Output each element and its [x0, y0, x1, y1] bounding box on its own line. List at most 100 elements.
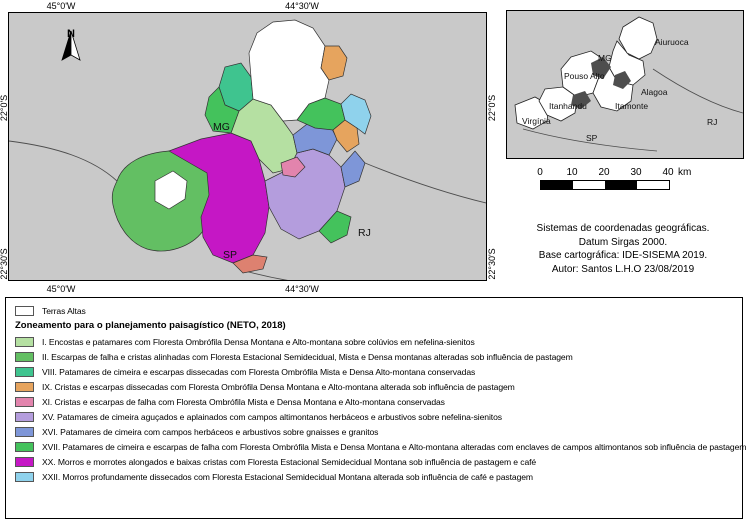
legend-swatch-zone-i: [15, 336, 34, 347]
graticule-lon-bottom-right: 44°30'W: [285, 284, 319, 294]
state-label-mg: MG: [213, 121, 230, 133]
credit-line-base-cartography: Base cartográfica: IDE-SISEMA 2019.: [538, 250, 708, 261]
inset-label-mg: MG: [598, 53, 612, 63]
scale-bar-ticks: 0 10 20 30 40 km: [536, 167, 706, 179]
zone-ix-polygon: [320, 45, 348, 81]
scale-bar-segments: [540, 180, 670, 190]
inset-label-sp: SP: [586, 133, 598, 143]
legend-swatch-zone-viii: [15, 366, 34, 377]
graticule-lat-left-top: 22°0'S: [0, 94, 9, 122]
municipality-virginia-polygon: [514, 96, 550, 130]
legend-row-zone-xxii: XXII. Morros profundamente dissecados co…: [15, 471, 733, 482]
legend-row-terras-altas: Terras Altas: [15, 305, 733, 316]
legend-swatch-zone-xv: [15, 411, 34, 422]
legend-label-zone-viii: VIII. Patamares de cimeira e escarpas di…: [42, 366, 476, 377]
legend-label-zone-xv: XV. Patamares de cimeira aguçados e apla…: [42, 411, 502, 422]
scale-tick: 10: [566, 167, 578, 178]
scale-segment: [573, 181, 605, 189]
legend-swatch-zone-ii: [15, 351, 34, 362]
municipality-aiuruoca-polygon: [618, 16, 658, 60]
legend-swatch-terras-altas: [15, 305, 34, 316]
inset-label-aiuruoca: Aiuruoca: [655, 37, 689, 47]
legend-row-zone-xvii: XVII. Patamares de cimeira e escarpas de…: [15, 441, 746, 452]
legend-row-zone-viii: VIII. Patamares de cimeira e escarpas di…: [15, 366, 733, 377]
state-boundary-line: [364, 162, 486, 204]
state-label-rj: RJ: [358, 227, 371, 239]
scale-tick: 40: [662, 167, 674, 178]
main-map-canvas: [9, 19, 486, 280]
legend-swatch-zone-xx: [15, 456, 34, 467]
inset-label-itamonte: Itamonte: [615, 101, 649, 111]
graticule-lon-bottom-left: 45°0'W: [46, 284, 76, 294]
graticule-lon-top-left: 45°0'W: [46, 1, 76, 11]
scale-segment: [637, 181, 669, 189]
scale-tick: 20: [598, 167, 610, 178]
zone-xi-polygon: [280, 156, 306, 178]
scale-bar: 0 10 20 30 40 km: [536, 167, 706, 193]
graticule-lat-right-bottom: 22°30'S: [487, 248, 497, 280]
inset-label-itanhandu: Itanhandu: [549, 101, 587, 111]
north-arrow-left-half: [61, 30, 72, 61]
zone-salmon-polygon: [232, 254, 268, 274]
legend-label-zone-ii: II. Escarpas de falha e cristas alinhada…: [42, 351, 573, 362]
legend-label-zone-ix: IX. Cristas e escarpas dissecadas com Fl…: [42, 381, 515, 392]
legend-row-zone-i: I. Encostas e patamares com Floresta Omb…: [15, 336, 733, 347]
state-label-sp: SP: [223, 249, 238, 261]
legend-label-zone-xxii: XXII. Morros profundamente dissecados co…: [42, 471, 533, 482]
legend-swatch-zone-xi: [15, 396, 34, 407]
credit-line-coordinate-system: Sistemas de coordenadas geográficas.: [536, 223, 710, 234]
inset-dark-zone-polygon: [571, 91, 591, 109]
legend-label-terras-altas: Terras Altas: [42, 305, 86, 316]
inset-label-pouso-alto: Pouso Alto: [564, 71, 605, 81]
inset-dark-zone-polygon: [591, 57, 611, 79]
north-arrow-right-half: [70, 30, 81, 61]
legend-swatch-zone-xvii: [15, 441, 34, 452]
legend-label-zone-xvi: XVI. Patamares de cimeira com campos her…: [42, 426, 379, 437]
scale-segment: [541, 181, 573, 189]
graticule-lat-left-bottom: 22°30'S: [0, 248, 9, 280]
scale-segment: [605, 181, 637, 189]
legend-swatch-zone-xxii: [15, 471, 34, 482]
legend-row-zone-ix: IX. Cristas e escarpas dissecadas com Fl…: [15, 381, 733, 392]
legend-swatch-zone-ix: [15, 381, 34, 392]
north-arrow-icon: [61, 30, 81, 61]
north-arrow: N: [59, 29, 83, 61]
scale-unit-label: km: [678, 167, 692, 178]
legend-label-zone-i: I. Encostas e patamares com Floresta Omb…: [42, 336, 475, 347]
graticule-lat-right-top: 22°0'S: [487, 94, 497, 122]
scale-tick: 0: [537, 167, 543, 178]
zone-xxii-polygon: [340, 93, 372, 135]
inset-label-alagoa: Alagoa: [641, 87, 668, 97]
credit-line-author: Autor: Santos L.H.O 23/08/2019: [551, 263, 695, 275]
state-boundary-line: [244, 270, 289, 280]
inset-state-boundary-line: [522, 128, 658, 152]
map-credits: Sistemas de coordenadas geográficas. Dat…: [498, 222, 748, 276]
legend-row-zone-xv: XV. Patamares de cimeira aguçados e apla…: [15, 411, 733, 422]
legend-row-zone-xvi: XVI. Patamares de cimeira com campos her…: [15, 426, 733, 437]
legend-row-zone-xx: XX. Morros e morrotes alongados e baixas…: [15, 456, 733, 467]
legend-row-zone-xi: XI. Cristas e escarpas de falha com Flor…: [15, 396, 733, 407]
inset-state-boundary-line: [652, 68, 743, 114]
legend-swatch-zone-xvi: [15, 426, 34, 437]
inset-label-virginia: Virgínia: [522, 116, 551, 126]
zone-xvi-polygon: [340, 150, 366, 188]
credit-line-datum: Datum Sirgas 2000.: [578, 236, 668, 248]
scale-tick: 30: [630, 167, 642, 178]
terras-altas-polygon: [154, 170, 188, 210]
legend-label-zone-xvii: XVII. Patamares de cimeira e escarpas de…: [42, 441, 747, 452]
legend-row-zone-ii: II. Escarpas de falha e cristas alinhada…: [15, 351, 733, 362]
state-boundary-line: [9, 140, 118, 182]
legend-label-zone-xi: XI. Cristas e escarpas de falha com Flor…: [42, 396, 445, 407]
legend-label-zone-xx: XX. Morros e morrotes alongados e baixas…: [42, 456, 537, 467]
legend-title: Zoneamento para o planejamento paisagíst…: [15, 320, 286, 331]
zone-xvii-polygon: [318, 210, 352, 244]
inset-label-rj: RJ: [707, 117, 718, 127]
legend-panel: Terras Altas Zoneamento para o planejame…: [5, 297, 746, 519]
graticule-lon-top-right: 44°30'W: [285, 1, 319, 11]
zone-xvii-polygon: [204, 86, 240, 134]
inset-map-frame: Aiuruoca MG Pouso Alto Alagoa Itanhandu …: [506, 10, 744, 159]
inset-dark-zone-polygon: [613, 71, 631, 89]
inset-map-canvas: [514, 16, 743, 152]
main-map-frame: N MG RJ SP: [8, 12, 487, 281]
